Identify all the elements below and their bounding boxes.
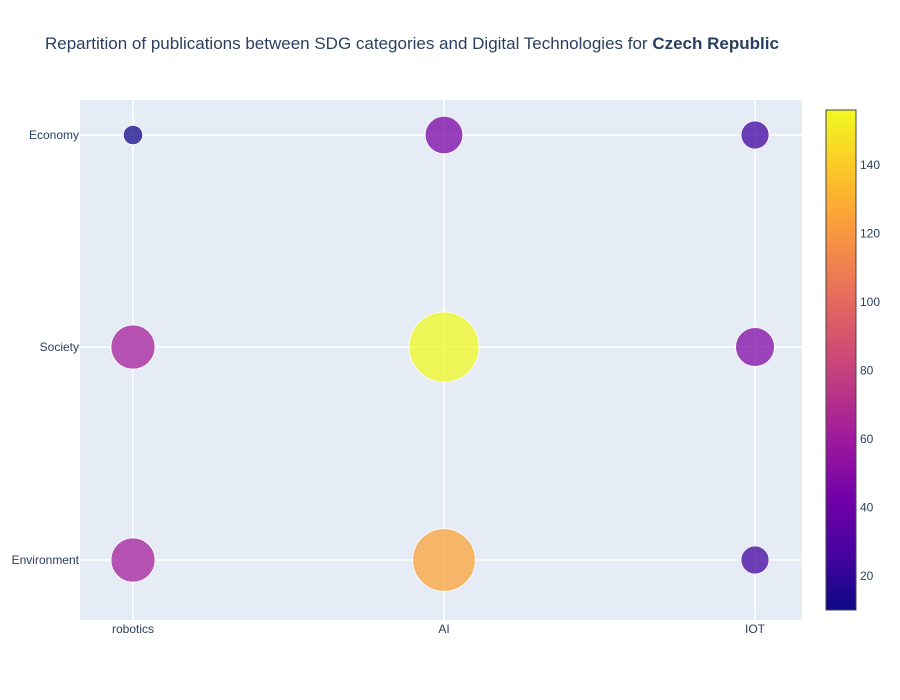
chart-title-country: Czech Republic [652,34,779,53]
colorbar-tick-140: 140 [860,158,880,172]
bubble-iot-environment[interactable] [740,545,770,575]
colorbar-tick-80: 80 [860,363,874,377]
bubble-ai-economy[interactable] [424,115,464,155]
y-tick-environment: Environment [12,553,80,567]
bubble-robotics-environment[interactable] [110,537,156,583]
bubble-robotics-society[interactable] [110,324,156,370]
colorbar-tick-40: 40 [860,500,874,514]
colorbar [825,109,857,611]
x-axis-ticks: robotics AI IOT [112,622,766,636]
y-tick-economy: Economy [29,128,79,142]
bubble-robotics-economy[interactable] [122,124,144,146]
colorbar-tick-60: 60 [860,432,874,446]
bubble-ai-society[interactable] [408,311,480,383]
x-tick-ai: AI [438,622,449,636]
bubble-ai-environment[interactable] [412,528,476,592]
y-axis-ticks: Environment Society Economy [12,128,80,567]
bubble-iot-society[interactable] [735,327,775,367]
colorbar-gradient [825,109,857,611]
colorbar-tick-100: 100 [860,295,880,309]
chart-title-prefix: Repartition of publications between SDG … [45,34,653,53]
colorbar-tick-20: 20 [860,569,874,583]
colorbar-tick-120: 120 [860,226,880,240]
bubble-iot-economy[interactable] [740,120,770,150]
y-tick-society: Society [40,340,79,354]
bubbles [110,115,775,592]
colorbar-ticks: 20 40 60 80 100 120 140 [860,158,880,583]
x-tick-robotics: robotics [112,622,154,636]
x-tick-iot: IOT [745,622,766,636]
chart-title: Repartition of publications between SDG … [45,34,779,54]
